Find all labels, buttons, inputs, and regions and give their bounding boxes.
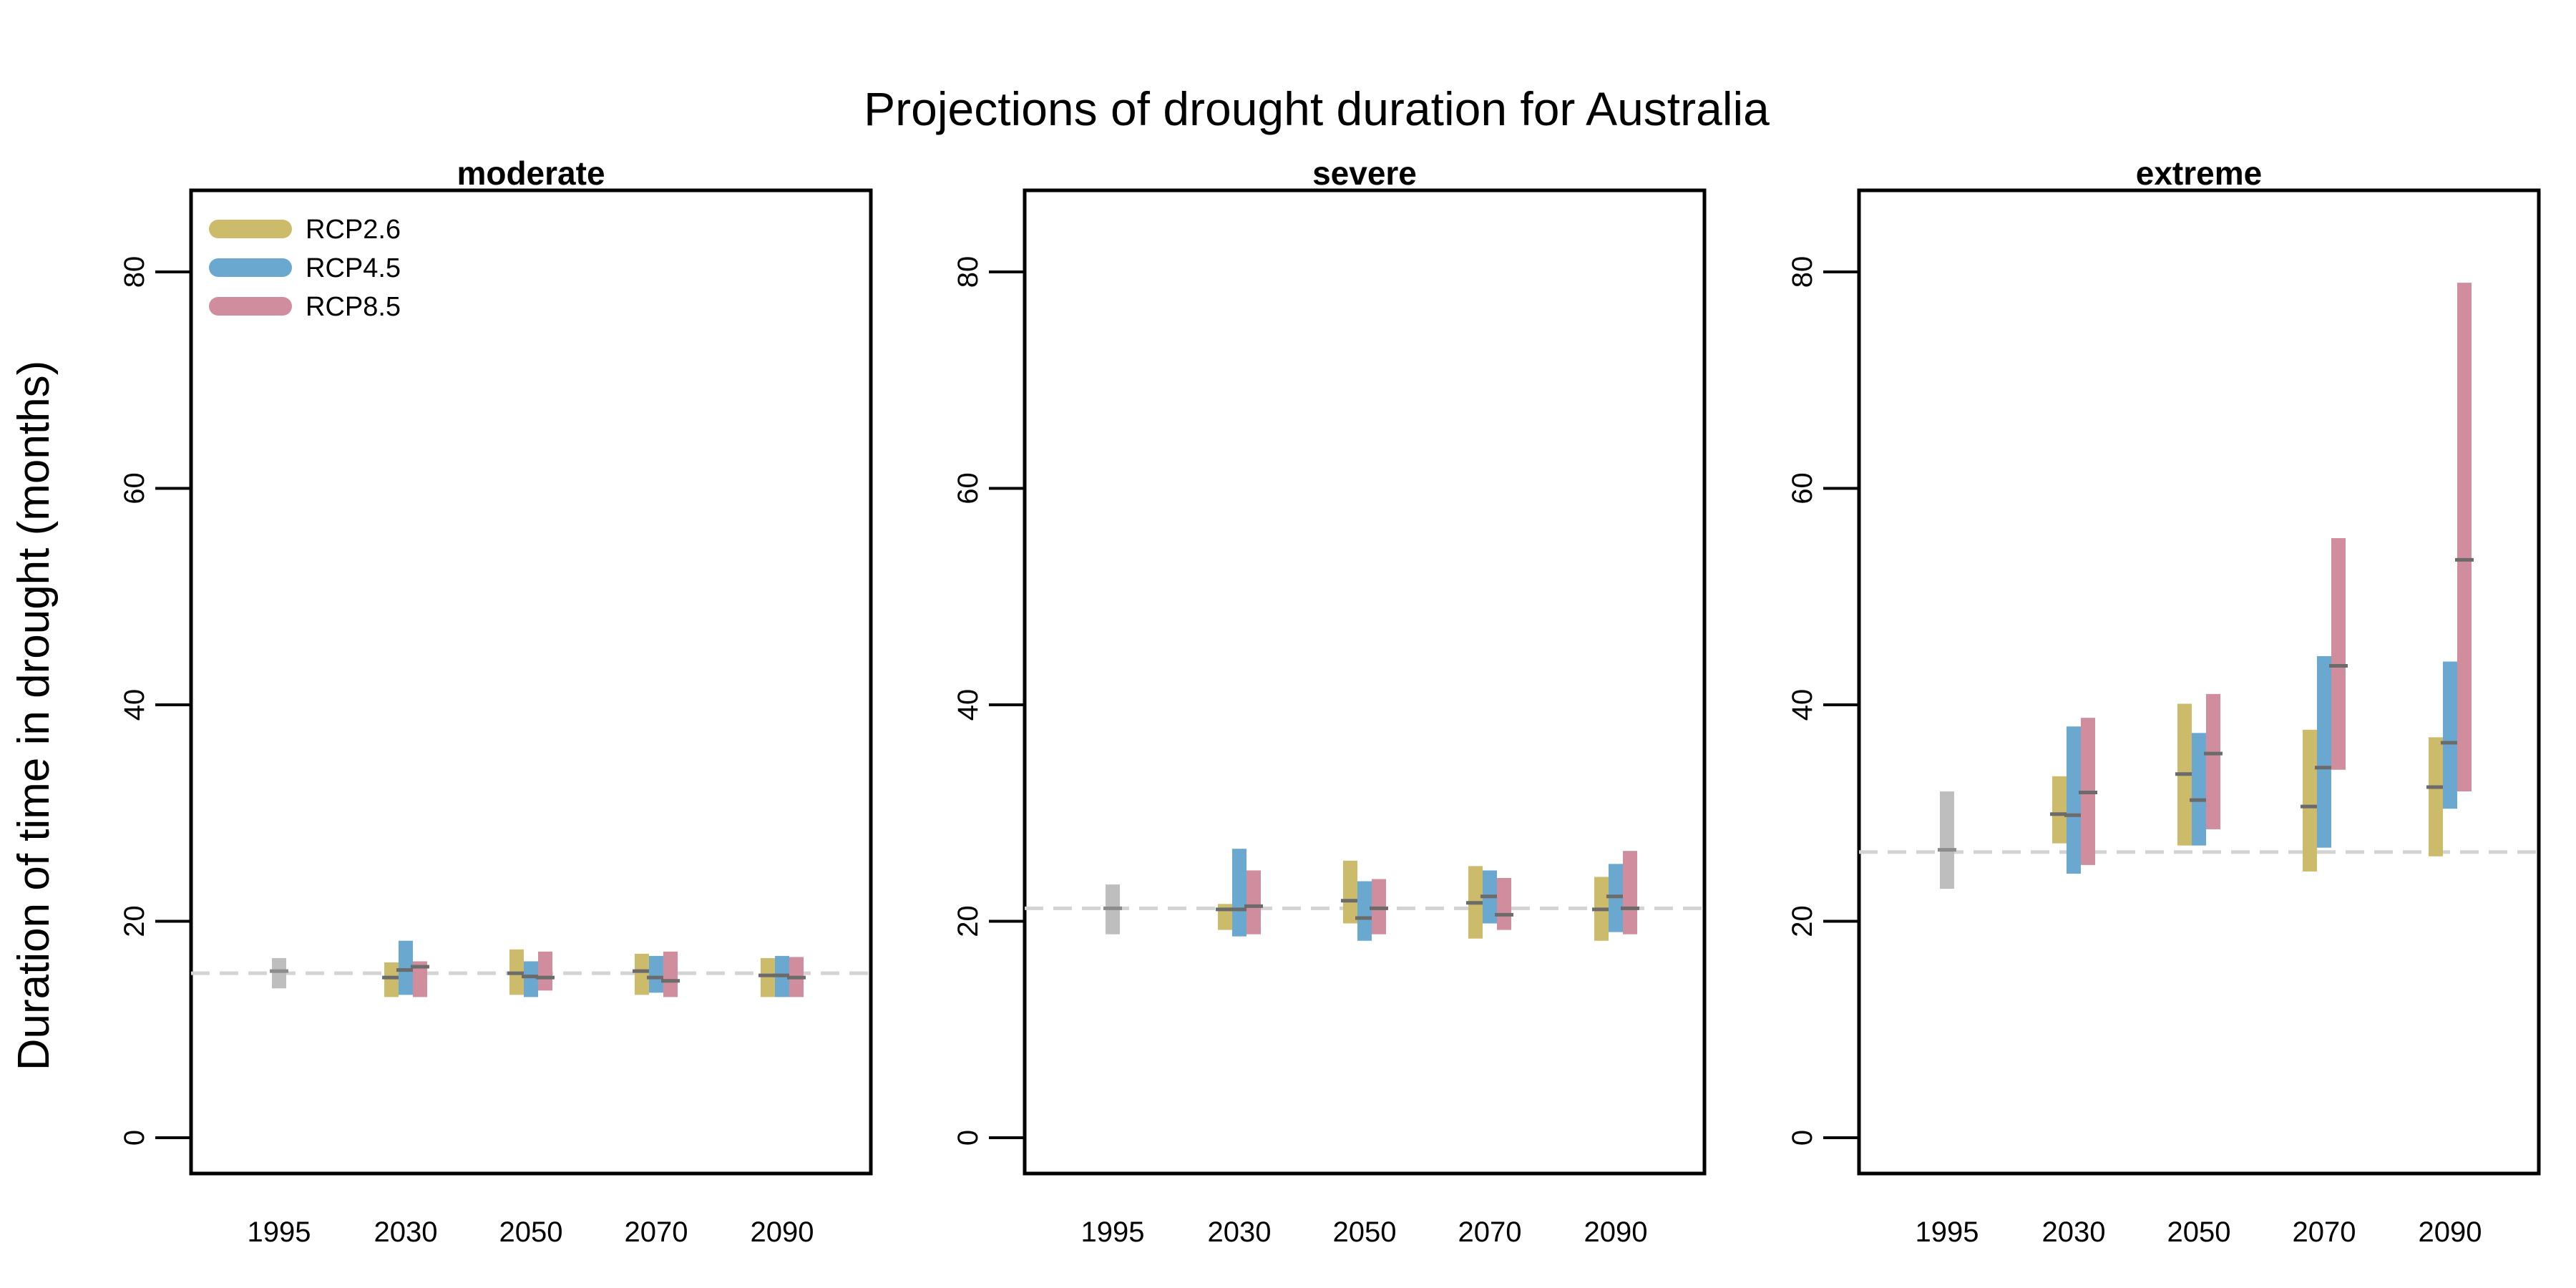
bar-rcp26-2050 xyxy=(1343,860,1357,924)
y-tick-label: 60 xyxy=(1787,472,1818,504)
legend: RCP2.6 RCP4.5 RCP8.5 xyxy=(209,215,401,322)
x-tick-label: 2030 xyxy=(1208,1216,1272,1248)
bar-rcp26-2070 xyxy=(635,953,649,995)
y-tick-label: 20 xyxy=(119,905,150,937)
y-tick-label: 40 xyxy=(952,689,984,721)
x-tick-label: 2050 xyxy=(1333,1216,1397,1248)
x-tick-label: 2070 xyxy=(1458,1216,1522,1248)
bar-rcp45-2030 xyxy=(399,940,413,995)
y-tick-label: 60 xyxy=(952,472,984,504)
bar-rcp85-2070 xyxy=(2331,538,2346,770)
baseline-bar xyxy=(1940,791,1954,889)
bar-rcp85-2030 xyxy=(413,961,427,997)
panels: moderate 0 20 40 60 80 1995 2030 2050 2070 2090 RCP… xyxy=(119,155,2541,1248)
y-tick-label: 40 xyxy=(1787,689,1818,721)
panel-title: extreme xyxy=(2136,155,2262,192)
y-tick-label: 80 xyxy=(119,256,150,288)
panel-title: moderate xyxy=(457,155,605,192)
bar-rcp85-2050 xyxy=(2206,693,2220,829)
panel-severe: severe 0 20 40 60 80 1995 2030 2050 2070 2090 xyxy=(952,155,1707,1248)
chart-title: Projections of drought duration for Aust… xyxy=(864,82,1770,135)
y-tick-label: 20 xyxy=(1787,905,1818,937)
panel-frame xyxy=(189,188,873,1176)
panel-title: severe xyxy=(1312,155,1417,192)
x-tick-label: 2050 xyxy=(499,1216,563,1248)
panel-moderate: moderate 0 20 40 60 80 1995 2030 2050 2070 2090 RCP… xyxy=(119,155,873,1248)
bar-rcp45-2030 xyxy=(2067,726,2081,874)
bar-rcp85-2070 xyxy=(663,951,678,997)
panel-extreme: extreme 0 20 40 60 80 1995 2030 2050 2070 2090 xyxy=(1787,155,2541,1248)
x-tick-label: 2090 xyxy=(751,1216,814,1248)
y-tick-label: 20 xyxy=(952,905,984,937)
x-tick-label: 1995 xyxy=(1916,1216,1979,1248)
y-tick-label: 0 xyxy=(119,1130,150,1146)
y-axis-label: Duration of time in drought (months) xyxy=(9,361,59,1070)
y-tick-label: 0 xyxy=(1787,1130,1818,1146)
y-tick-label: 0 xyxy=(952,1130,984,1146)
bar-rcp85-2090 xyxy=(1623,851,1637,935)
panel-frame xyxy=(1023,188,1707,1176)
bar-rcp85-2070 xyxy=(1497,878,1511,930)
y-tick-label: 60 xyxy=(119,472,150,504)
x-tick-label: 1995 xyxy=(248,1216,311,1248)
bar-rcp45-2050 xyxy=(524,961,538,997)
bar-rcp45-2030 xyxy=(1232,849,1246,937)
bar-rcp85-2050 xyxy=(538,951,552,991)
bar-rcp45-2070 xyxy=(649,955,663,993)
x-tick-label: 2090 xyxy=(1584,1216,1648,1248)
bar-rcp26-2030 xyxy=(384,962,399,997)
bar-rcp85-2030 xyxy=(1246,870,1261,935)
x-tick-label: 2070 xyxy=(625,1216,688,1248)
bar-rcp26-2030 xyxy=(2052,776,2067,844)
bar-rcp45-2050 xyxy=(1357,881,1372,941)
x-tick-label: 2070 xyxy=(2293,1216,2356,1248)
bar-rcp26-2090 xyxy=(761,957,775,997)
x-tick-label: 2050 xyxy=(2167,1216,2231,1248)
x-tick-label: 2030 xyxy=(374,1216,438,1248)
y-tick-label: 40 xyxy=(119,689,150,721)
panel-frame xyxy=(1857,188,2541,1176)
bar-rcp45-2070 xyxy=(2317,655,2331,848)
x-tick-label: 2090 xyxy=(2419,1216,2482,1248)
y-tick-label: 80 xyxy=(1787,256,1818,288)
legend-label: RCP4.5 xyxy=(306,253,401,283)
y-tick-label: 80 xyxy=(952,256,984,288)
baseline-bar xyxy=(272,957,286,989)
bar-rcp85-2090 xyxy=(2457,283,2472,791)
bar-rcp26-2070 xyxy=(2303,729,2317,872)
x-tick-label: 2030 xyxy=(2042,1216,2106,1248)
bar-rcp45-2090 xyxy=(2443,661,2457,809)
bar-rcp45-2050 xyxy=(2192,733,2206,846)
legend-label: RCP8.5 xyxy=(306,292,401,322)
x-tick-label: 1995 xyxy=(1081,1216,1145,1248)
bar-rcp26-2090 xyxy=(2429,737,2443,857)
legend-label: RCP2.6 xyxy=(306,215,401,245)
